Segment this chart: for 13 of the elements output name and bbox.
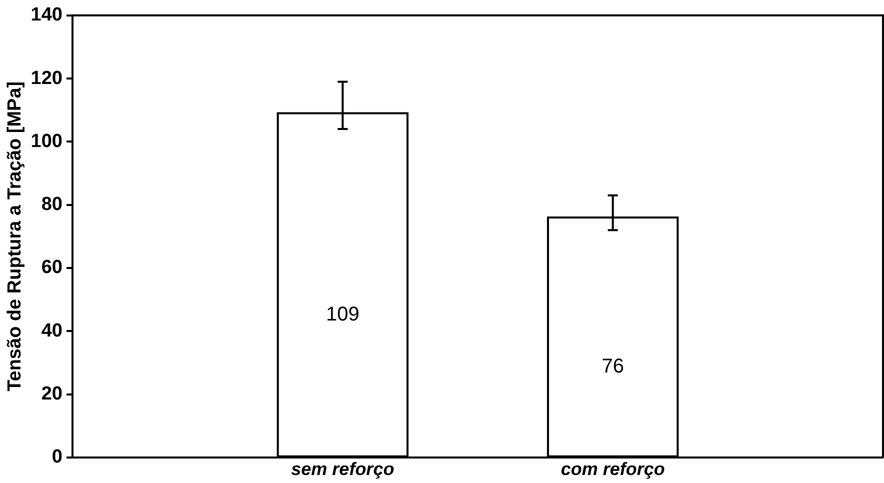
data-label: 76 [602, 355, 624, 378]
y-tick-label: 140 [30, 4, 62, 26]
y-tick-label: 80 [41, 194, 62, 216]
y-axis-title: Tensão de Ruptura a Tração [MPa] [4, 81, 26, 392]
y-tick-label: 120 [30, 68, 62, 89]
data-label: 109 [326, 303, 360, 326]
y-tick-label: 20 [41, 383, 62, 404]
y-tick-label: 100 [30, 130, 62, 152]
y-tick-label: 40 [41, 320, 62, 342]
x-tick-label: sem reforço [291, 459, 394, 480]
y-tick-label: 0 [52, 446, 62, 468]
x-tick-label: com reforço [560, 459, 665, 480]
y-tick-label: 60 [41, 257, 62, 278]
